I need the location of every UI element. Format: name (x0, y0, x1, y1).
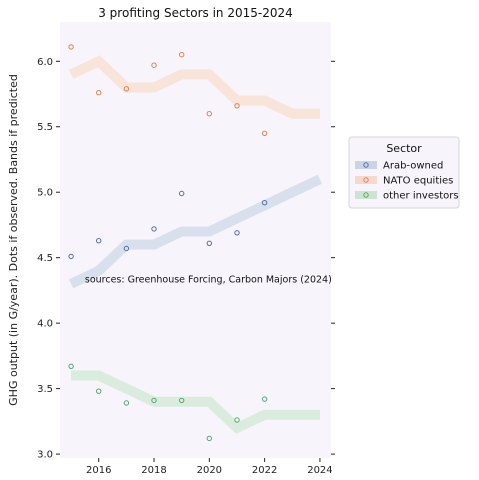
data-point (68, 44, 74, 50)
data-point (179, 190, 185, 197)
y-tick-label: 6.0 (37, 57, 53, 68)
data-point (68, 363, 74, 369)
data-point (96, 238, 102, 244)
x-tick-label: 2024 (307, 465, 332, 476)
legend-box (348, 136, 460, 209)
x-axis: 2016 2018 2020 2022 2024 (86, 458, 333, 476)
data-point (234, 230, 240, 236)
legend-label: NATO equities (383, 176, 453, 187)
data-point (123, 86, 130, 92)
data-point (123, 400, 130, 406)
data-point (151, 62, 157, 68)
y-axis: 3.0 3.5 4.0 4.5 5.0 5.5 6.0 (37, 57, 335, 461)
prediction-bands (68, 55, 323, 434)
data-point (206, 240, 213, 247)
y-axis-label: GHG output (in G/year). Dots if observed… (7, 74, 20, 406)
y-tick-label: 4.5 (37, 253, 53, 264)
y-tick-label: 3.0 (37, 450, 53, 461)
legend-swatch (355, 191, 377, 199)
x-tick-label: 2016 (86, 465, 111, 476)
data-point (68, 253, 74, 260)
data-point (206, 111, 213, 117)
y-tick-label: 4.0 (37, 319, 53, 330)
band-arab-owned (68, 174, 323, 289)
legend-swatch (355, 176, 377, 184)
x-tick-label: 2022 (252, 465, 277, 476)
data-point (96, 90, 102, 96)
legend-label: Arab-owned (383, 161, 443, 172)
observed-points (68, 44, 268, 442)
legend-marker (363, 177, 369, 183)
legend-marker (363, 192, 369, 198)
y-tick-label: 5.5 (37, 122, 53, 133)
band-other-investors (71, 370, 320, 434)
x-tick-label: 2020 (197, 465, 222, 476)
data-point (151, 397, 157, 404)
data-point (179, 397, 185, 404)
legend-items: Arab-owned NATO equities other investors (355, 161, 459, 202)
legend: Sector Arab-owned NATO equities other inve… (348, 136, 460, 209)
data-point (261, 396, 268, 402)
data-point (179, 52, 185, 58)
source-annotation: sources: Greenhouse Forcing, Carbon Majo… (85, 275, 332, 286)
data-point (234, 417, 240, 423)
data-point (151, 226, 157, 232)
data-point (234, 103, 240, 109)
legend-label: other investors (383, 191, 459, 202)
data-point (96, 388, 102, 394)
legend-title: Sector (386, 142, 422, 155)
data-point (261, 130, 268, 137)
legend-marker (363, 162, 369, 168)
plot-background (60, 22, 331, 458)
x-tick-label: 2018 (141, 465, 166, 476)
data-point (261, 200, 268, 206)
legend-swatch (355, 161, 377, 169)
y-tick-label: 5.0 (37, 188, 53, 199)
band-nato-equities (68, 55, 320, 119)
chart-title: 3 profiting Sectors in 2015-2024 (98, 6, 293, 20)
data-point (123, 245, 130, 252)
y-tick-label: 3.5 (37, 384, 53, 395)
data-point (206, 435, 213, 442)
